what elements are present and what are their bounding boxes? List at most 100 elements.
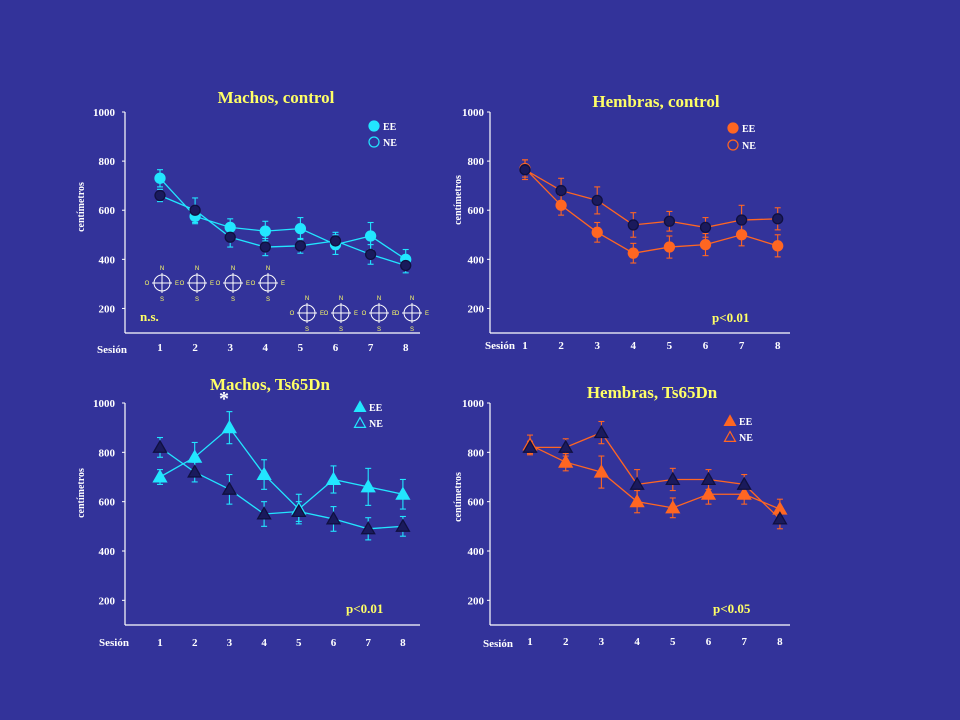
compass-icon: N S O E [216, 266, 250, 303]
compass-west-label: O [180, 281, 185, 287]
compass-icon: N S O E [290, 296, 324, 333]
compass-east-label: E [425, 311, 429, 317]
data-point [329, 235, 342, 247]
data-point [325, 511, 342, 525]
data-point [522, 439, 538, 453]
y-tick-label: 1000 [462, 398, 485, 410]
data-point [627, 219, 639, 231]
x-tick-label: 5 [298, 342, 304, 354]
data-point [152, 469, 168, 483]
compass-east-label: E [281, 281, 285, 287]
legend-label: NE [739, 433, 753, 444]
stat-annotation: p<0.05 [713, 601, 751, 616]
x-axis-label: Sesión [485, 340, 515, 352]
x-tick-label: 5 [667, 340, 673, 352]
data-point [256, 506, 272, 520]
x-tick-label: 2 [192, 342, 198, 354]
legend-label: NE [383, 138, 397, 149]
x-tick-label: 4 [261, 637, 267, 649]
x-tick-label: 5 [296, 637, 302, 649]
compass-east-label: E [210, 281, 214, 287]
compass-north-label: N [160, 266, 164, 272]
compass-south-label: S [410, 327, 414, 333]
compass-west-label: O [324, 311, 329, 317]
y-tick-label: 200 [99, 303, 116, 315]
compass-west-label: O [216, 281, 221, 287]
data-point [189, 204, 201, 216]
data-point [593, 464, 610, 478]
compass-south-label: S [339, 327, 343, 333]
data-point [627, 247, 639, 259]
y-axis-label: centímetros [453, 472, 464, 522]
data-point [294, 240, 307, 252]
y-tick-label: 800 [99, 156, 116, 168]
legend-label: EE [383, 122, 397, 133]
y-tick-label: 400 [468, 254, 485, 266]
chart-panel-2: 200 400 600 800 1000 1 2 3 4 5 6 7 8 Hembras, control… [453, 92, 790, 352]
compass-south-label: S [305, 327, 309, 333]
x-tick-label: 8 [400, 637, 406, 649]
x-tick-label: 4 [631, 340, 637, 352]
x-tick-label: 3 [599, 636, 605, 648]
data-point [699, 221, 712, 234]
compass-east-label: E [354, 311, 358, 317]
y-tick-label: 800 [468, 447, 485, 459]
data-point [519, 164, 531, 176]
x-tick-label: 6 [331, 637, 337, 649]
compass-west-label: O [362, 311, 367, 317]
chart-title: Machos, Ts65Dn [210, 375, 331, 394]
series-line [159, 194, 406, 267]
compass-west-label: O [395, 311, 400, 317]
legend-label: EE [742, 124, 756, 135]
data-point [360, 479, 376, 493]
data-point [591, 194, 603, 207]
data-point [364, 230, 377, 242]
data-point [224, 231, 236, 243]
y-tick-label: 200 [99, 595, 116, 607]
data-point [221, 481, 238, 495]
series-line [524, 169, 778, 229]
data-point [665, 471, 681, 485]
data-point [187, 449, 203, 463]
data-point [593, 424, 610, 439]
y-tick-label: 400 [99, 254, 116, 266]
data-point [400, 259, 412, 272]
compass-west-label: O [145, 281, 150, 287]
x-tick-label: 8 [403, 342, 409, 354]
data-point [154, 189, 166, 202]
compass-south-label: S [266, 297, 270, 303]
y-tick-label: 1000 [93, 107, 116, 119]
x-tick-label: 1 [157, 637, 163, 649]
data-point [665, 500, 681, 514]
data-point [152, 439, 168, 453]
y-axis-label: centímetros [76, 468, 87, 518]
data-point [735, 229, 748, 241]
data-point [325, 471, 342, 485]
compass-west-label: O [290, 311, 295, 317]
x-tick-label: 4 [634, 636, 640, 648]
compass-north-label: N [305, 296, 309, 302]
data-point [395, 518, 411, 532]
compass-east-label: E [392, 311, 396, 317]
y-tick-label: 600 [99, 205, 116, 217]
chart-panel-1: 200 400 600 800 1000 1 2 3 4 5 6 7 8 Machos, control c… [76, 88, 429, 356]
compass-south-label: S [377, 327, 381, 333]
y-axis-label: centímetros [453, 175, 464, 225]
data-point [736, 476, 752, 490]
legend-marker [368, 136, 380, 148]
data-point [772, 213, 784, 225]
x-tick-label: 6 [703, 340, 709, 352]
compass-west-label: O [251, 281, 256, 287]
x-tick-label: 1 [527, 636, 533, 648]
series-line [159, 177, 407, 260]
compass-south-label: S [195, 297, 199, 303]
compass-south-label: S [160, 297, 164, 303]
x-axis-label: Sesión [483, 638, 513, 650]
data-point [395, 486, 411, 500]
data-point [772, 511, 788, 525]
compass-icon: N S O E [180, 266, 214, 303]
data-point [154, 172, 166, 184]
y-tick-label: 600 [468, 497, 485, 509]
y-tick-label: 800 [99, 447, 116, 459]
compass-north-label: N [231, 266, 235, 272]
